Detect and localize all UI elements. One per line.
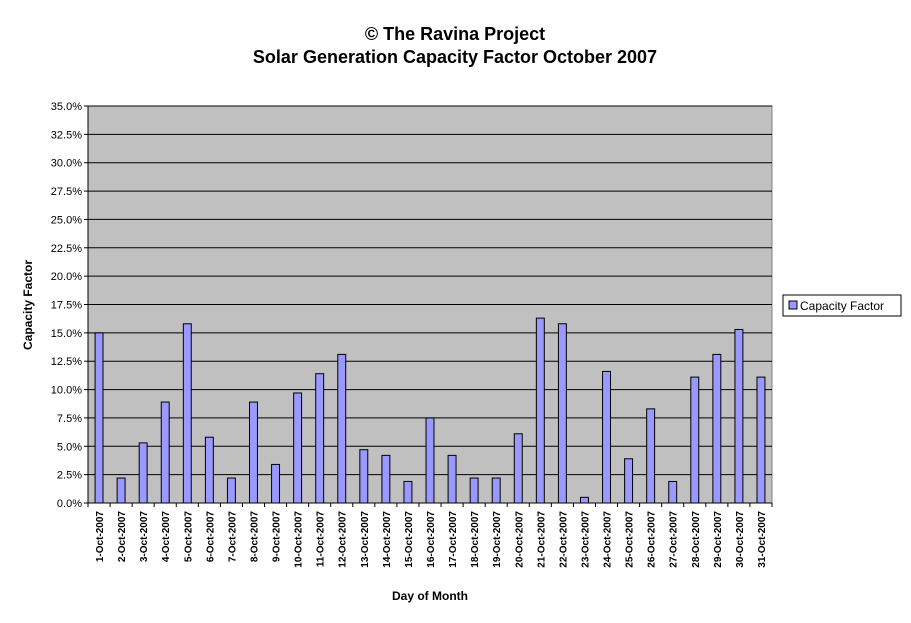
x-tick-label: 25-Oct-2007 xyxy=(625,511,636,568)
gridlines xyxy=(88,105,772,476)
x-tick-label: 18-Oct-2007 xyxy=(470,511,481,568)
bar xyxy=(513,433,523,504)
y-tick-label: 12.5% xyxy=(51,356,82,368)
y-tick-label: 10.0% xyxy=(51,385,82,397)
y-tick-label: 15.0% xyxy=(51,328,82,340)
bar xyxy=(204,436,214,504)
y-tick-label: 25.0% xyxy=(51,214,82,226)
bar xyxy=(712,353,722,504)
x-tick-label: 30-Oct-2007 xyxy=(735,511,746,568)
bar xyxy=(293,392,303,504)
bar xyxy=(160,401,170,504)
x-tick-label: 9-Oct-2007 xyxy=(272,511,283,563)
x-axis-title: Day of Month xyxy=(392,589,468,603)
x-tick-label: 19-Oct-2007 xyxy=(492,511,503,568)
bar xyxy=(579,496,589,504)
bar xyxy=(271,463,281,504)
x-tick-label: 10-Oct-2007 xyxy=(294,511,305,568)
x-axis-ticks: 1-Oct-2007 2-Oct-2007 3-Oct-2007 4-Oct-2007… xyxy=(87,503,773,568)
x-tick-label: 17-Oct-2007 xyxy=(448,511,459,568)
x-tick-label: 23-Oct-2007 xyxy=(580,511,591,568)
y-axis-title: Capacity Factor xyxy=(21,260,35,350)
x-tick-label: 7-Oct-2007 xyxy=(227,511,238,563)
bar xyxy=(690,376,700,504)
x-tick-label: 24-Oct-2007 xyxy=(603,511,614,568)
bar xyxy=(756,376,766,504)
x-tick-label: 13-Oct-2007 xyxy=(360,511,371,568)
bar xyxy=(337,353,347,504)
x-tick-label: 3-Oct-2007 xyxy=(139,511,150,563)
legend: Capacity Factor xyxy=(782,294,902,317)
x-tick-label: 15-Oct-2007 xyxy=(404,511,415,568)
x-tick-label: 31-Oct-2007 xyxy=(757,511,768,568)
y-tick-label: 32.5% xyxy=(51,129,82,141)
x-tick-label: 21-Oct-2007 xyxy=(536,511,547,568)
bar xyxy=(646,408,656,504)
bar xyxy=(602,370,611,504)
bars xyxy=(94,317,766,504)
bar xyxy=(734,328,744,504)
y-tick-label: 5.0% xyxy=(57,441,82,453)
y-tick-label: 20.0% xyxy=(51,271,82,283)
x-tick-label: 14-Oct-2007 xyxy=(382,511,393,568)
y-axis-ticks: 0.0% 2.5% 5.0% 7.5% 10.0% 12.5% 15.0% 17.5% 20.0… xyxy=(51,101,88,510)
bar xyxy=(469,477,479,504)
legend-label: Capacity Factor xyxy=(800,299,884,313)
bar xyxy=(226,477,236,504)
bar xyxy=(557,323,567,504)
x-tick-label: 4-Oct-2007 xyxy=(161,511,172,563)
bar xyxy=(535,317,545,504)
y-tick-label: 22.5% xyxy=(51,243,82,255)
y-tick-label: 17.5% xyxy=(51,300,82,312)
x-tick-label: 5-Oct-2007 xyxy=(183,511,194,563)
bar xyxy=(425,417,435,504)
bar xyxy=(668,480,678,504)
x-tick-label: 26-Oct-2007 xyxy=(647,511,658,568)
bar xyxy=(138,442,148,504)
x-tick-label: 20-Oct-2007 xyxy=(514,511,525,568)
bar xyxy=(182,323,192,504)
x-tick-label: 2-Oct-2007 xyxy=(117,511,128,563)
x-tick-label: 6-Oct-2007 xyxy=(205,511,216,563)
x-tick-label: 27-Oct-2007 xyxy=(669,511,680,568)
bar xyxy=(116,477,126,504)
bar xyxy=(491,477,501,504)
y-tick-label: 2.5% xyxy=(57,470,82,482)
bar xyxy=(381,454,391,504)
y-tick-label: 30.0% xyxy=(51,158,82,170)
legend-swatch xyxy=(788,300,798,310)
bar xyxy=(359,449,369,504)
x-tick-label: 12-Oct-2007 xyxy=(338,511,349,568)
bar xyxy=(249,401,258,504)
y-tick-label: 27.5% xyxy=(51,186,82,198)
x-tick-label: 1-Oct-2007 xyxy=(95,511,106,563)
bar xyxy=(94,332,104,504)
y-tick-label: 7.5% xyxy=(57,413,82,425)
chart-title: © The Ravina Project xyxy=(365,24,545,44)
x-tick-label: 22-Oct-2007 xyxy=(558,511,569,568)
y-tick-label: 0.0% xyxy=(57,498,82,510)
x-tick-label: 16-Oct-2007 xyxy=(426,511,437,568)
bar xyxy=(624,458,634,504)
x-tick-label: 11-Oct-2007 xyxy=(316,511,327,568)
x-tick-label: 29-Oct-2007 xyxy=(713,511,724,568)
bar xyxy=(447,454,457,504)
legend-box xyxy=(782,294,902,317)
x-tick-label: 28-Oct-2007 xyxy=(691,511,702,568)
bar xyxy=(315,373,325,504)
chart-subtitle: Solar Generation Capacity Factor October… xyxy=(253,47,657,67)
y-tick-label: 35.0% xyxy=(51,101,82,113)
x-tick-label: 8-Oct-2007 xyxy=(249,511,260,563)
bar xyxy=(403,480,413,504)
